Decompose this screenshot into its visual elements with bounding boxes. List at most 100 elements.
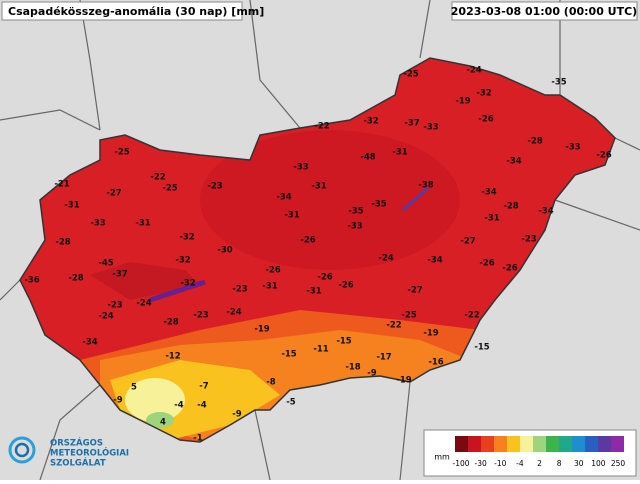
station-value: -25: [162, 184, 177, 194]
legend-label: -10: [494, 459, 506, 468]
legend-label: 100: [591, 459, 606, 468]
station-value: -28: [55, 238, 70, 248]
station-value: -24: [226, 308, 241, 318]
station-value: -26: [596, 151, 611, 161]
station-value: -18: [345, 363, 360, 373]
legend-label: -4: [516, 459, 524, 468]
station-value: -31: [484, 214, 499, 224]
legend-label: 8: [557, 459, 562, 468]
station-value: -25: [403, 70, 418, 80]
logo: ORSZÁGOS METEOROLÓGIAI SZOLGÁLAT: [8, 436, 129, 469]
station-value: -22: [464, 311, 479, 321]
station-value: -24: [466, 66, 481, 76]
station-value: -7: [199, 382, 209, 392]
station-value: -31: [306, 287, 321, 297]
station-value: -19: [254, 325, 269, 335]
legend-swatch: [546, 436, 559, 452]
station-value: -34: [427, 256, 442, 266]
station-values: -25 -24 -35 -32 -19 -26 -22 -32 -37 -33 -28 -33 -26 -…: [24, 66, 611, 444]
legend-label: 250: [611, 459, 626, 468]
legend-label: -30: [475, 459, 487, 468]
station-value: -23: [232, 285, 247, 295]
legend-swatch: [559, 436, 572, 452]
station-value: -32: [476, 89, 491, 99]
station-value: -24: [136, 299, 151, 309]
station-value: -35: [551, 78, 566, 88]
title: Csapadékösszeg-anomália (30 nap) [mm]: [8, 5, 264, 18]
legend-swatch: [585, 436, 598, 452]
station-value: -22: [150, 173, 165, 183]
station-value: -37: [112, 270, 127, 280]
legend-unit: mm: [434, 453, 450, 462]
station-value: -1: [193, 434, 203, 444]
station-value: -28: [503, 202, 518, 212]
station-value: -27: [407, 286, 422, 296]
station-value: -26: [317, 273, 332, 283]
legend-label: 2: [537, 459, 542, 468]
station-value: -32: [363, 117, 378, 127]
legend-swatch: [611, 436, 624, 452]
timestamp: 2023-03-08 01:00 (00:00 UTC): [451, 5, 637, 18]
station-value: -31: [392, 148, 407, 158]
station-value: -28: [527, 137, 542, 147]
station-value: 4: [160, 418, 166, 428]
station-value: -28: [68, 274, 83, 284]
station-value: -17: [376, 353, 391, 363]
station-value: -48: [360, 153, 375, 163]
legend-swatch: [533, 436, 546, 452]
title-box: [1, 1, 243, 21]
timestamp-box: [451, 1, 638, 21]
station-value: -31: [262, 282, 277, 292]
lake-balaton: [149, 279, 206, 303]
station-value: -26: [300, 236, 315, 246]
station-value: -23: [107, 301, 122, 311]
station-value: -25: [114, 148, 129, 158]
station-value: -36: [24, 276, 39, 286]
station-value: -23: [207, 182, 222, 192]
station-value: -8: [266, 378, 276, 388]
station-value: -33: [347, 222, 362, 232]
station-value: -34: [82, 338, 97, 348]
station-value: -34: [506, 157, 521, 167]
station-value: -22: [386, 321, 401, 331]
station-value: -32: [180, 279, 195, 289]
legend-label: 30: [574, 459, 584, 468]
station-value: -27: [106, 189, 121, 199]
station-value: -15: [336, 337, 351, 347]
station-value: -23: [521, 235, 536, 245]
logo-line: SZOLGÁLAT: [50, 457, 106, 469]
station-value: -15: [474, 343, 489, 353]
station-value: -19: [455, 97, 470, 107]
legend-label: -100: [452, 459, 469, 468]
station-value: 5: [131, 383, 137, 393]
logo-line: METEOROLÓGIAI: [50, 447, 129, 459]
legend-swatch: [598, 436, 611, 452]
station-value: -28: [163, 318, 178, 328]
station-value: -4: [174, 401, 184, 411]
station-value: -9: [232, 410, 242, 420]
station-value: -34: [481, 188, 496, 198]
station-value: -9: [367, 369, 377, 379]
station-value: -26: [265, 266, 280, 276]
station-value: -32: [175, 256, 190, 266]
station-value: -35: [348, 207, 363, 217]
station-value: -35: [371, 200, 386, 210]
station-value: -34: [276, 193, 291, 203]
station-value: -32: [179, 233, 194, 243]
station-value: -24: [98, 312, 113, 322]
station-value: -19: [396, 376, 411, 386]
station-value: -12: [165, 352, 180, 362]
station-value: -27: [460, 237, 475, 247]
station-value: -33: [423, 123, 438, 133]
station-value: -4: [197, 401, 207, 411]
legend-swatch: [468, 436, 481, 452]
station-value: -31: [284, 211, 299, 221]
logo-line: ORSZÁGOS: [50, 437, 103, 449]
station-value: -37: [404, 119, 419, 129]
legend-swatch: [507, 436, 520, 452]
station-value: -21: [54, 180, 69, 190]
legend-swatch: [520, 436, 533, 452]
legend-swatch: [455, 436, 468, 452]
